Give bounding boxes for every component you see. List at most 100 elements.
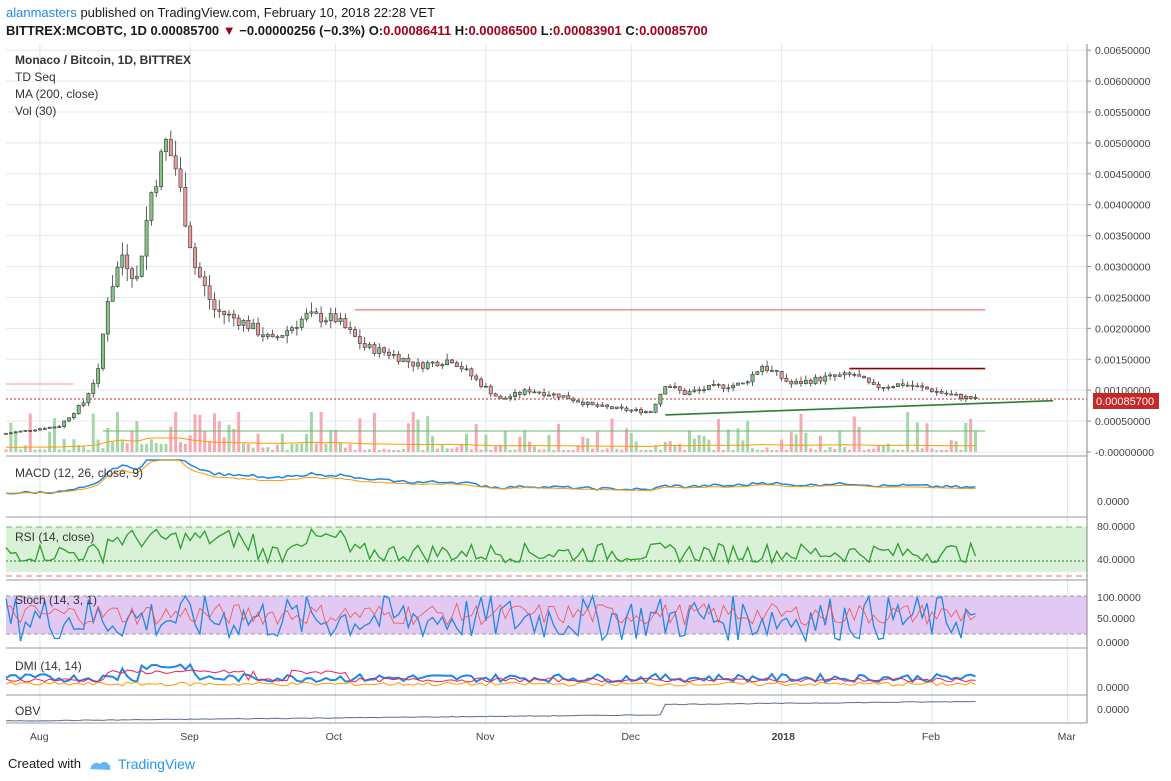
volume-bar <box>348 444 352 452</box>
candle-body <box>42 428 47 430</box>
volume-bar <box>794 434 798 452</box>
candle-body <box>120 254 125 268</box>
volume-bar <box>605 448 609 452</box>
volume-bar <box>586 438 590 452</box>
volume-bar <box>368 449 372 452</box>
candle-body <box>542 392 546 396</box>
candle-body <box>561 395 566 398</box>
volume-bar <box>954 440 958 452</box>
volume-bar <box>28 413 32 452</box>
volume-bar <box>416 419 420 452</box>
volume-bar <box>232 428 236 452</box>
candle-body <box>527 389 532 393</box>
volume-bar <box>377 449 381 452</box>
volume-bar <box>881 445 885 452</box>
candle-body <box>828 374 832 377</box>
volume-bar <box>867 449 871 452</box>
publish-line: alanmasters published on TradingView.com… <box>6 5 435 20</box>
volume-bar <box>610 418 614 452</box>
candle-body <box>207 285 212 300</box>
candle-body <box>270 333 275 338</box>
author-link[interactable]: alanmasters <box>6 5 77 20</box>
volume-bar <box>600 449 604 452</box>
candle-body <box>891 386 895 388</box>
candle-body <box>290 327 294 331</box>
volume-bar <box>208 441 212 452</box>
candle-body <box>57 426 62 428</box>
candle-body <box>629 409 634 412</box>
candle-body <box>590 401 595 406</box>
candle-body <box>580 401 585 405</box>
candle-body <box>299 318 304 328</box>
volume-bar <box>198 414 202 452</box>
volume-bar <box>925 423 929 452</box>
candle-body <box>391 354 396 356</box>
volume-bar <box>242 443 246 452</box>
volume-bar <box>82 446 86 452</box>
candle-body <box>716 384 721 386</box>
tradingview-brand-link[interactable]: TradingView <box>118 756 196 772</box>
pane-tick-label: 0.0000 <box>1097 637 1129 649</box>
candle-body <box>86 393 91 404</box>
volume-bar <box>818 435 822 452</box>
candle-body <box>484 385 488 388</box>
volume-bar <box>406 423 410 452</box>
volume-bar <box>775 449 779 452</box>
candle-body <box>76 405 81 414</box>
candle-body <box>920 385 925 388</box>
candle-body <box>38 428 42 431</box>
candle-body <box>648 411 653 413</box>
pane-tick-label: 0.0000 <box>1097 682 1129 694</box>
candle-body <box>697 389 702 392</box>
volume-bar <box>528 441 532 452</box>
y-tick-label: 0.00500000 <box>1095 138 1151 150</box>
candle-body <box>164 139 168 153</box>
candle-body <box>910 384 915 387</box>
volume-bar <box>639 449 643 452</box>
volume-bar <box>435 448 439 452</box>
pane-tick-label: 50.0000 <box>1097 613 1135 625</box>
candle-body <box>416 362 420 367</box>
candle-body <box>532 391 537 394</box>
high-value: 0.00086500 <box>468 23 538 38</box>
volume-bar <box>43 449 47 452</box>
legend-ma: MA (200, close) <box>15 87 98 101</box>
y-tick-label: 0.00650000 <box>1095 45 1151 57</box>
volume-bar <box>518 436 522 452</box>
volume-bar <box>804 432 808 452</box>
volume-bar <box>300 443 304 452</box>
volume-bar <box>896 449 900 452</box>
volume-bar <box>668 441 672 452</box>
volume-bar <box>193 414 197 452</box>
volume-bar <box>513 449 517 452</box>
candle-body <box>576 400 580 403</box>
volume-bar <box>886 443 890 452</box>
candle-body <box>101 333 105 369</box>
volume-bar <box>823 449 827 452</box>
candle-body <box>81 402 86 406</box>
candle-body <box>387 351 391 356</box>
candle-body <box>488 385 493 395</box>
y-tick-label: -0.00000000 <box>1095 447 1154 459</box>
candle-body <box>818 376 823 382</box>
last-price-badge: 0.00085700 <box>1093 393 1159 409</box>
candle-body <box>241 320 246 326</box>
volume-bar <box>784 449 788 452</box>
candle-body <box>450 359 454 364</box>
chart-area[interactable]: 0.00650000 0.00600000 0.00550000 0.00500000… <box>0 44 1171 748</box>
volume-bar <box>246 443 250 452</box>
volume-bar <box>489 449 493 452</box>
candle-body <box>643 411 648 414</box>
candle-body <box>663 386 668 395</box>
down-arrow-icon: ▼ <box>222 23 236 38</box>
candle-body <box>212 299 217 311</box>
volume-bar <box>120 439 124 452</box>
volume-bar <box>440 443 444 452</box>
volume-bar <box>14 430 18 452</box>
candle-body <box>357 336 362 344</box>
candle-body <box>517 392 522 395</box>
symbol-label: BITTREX:MCOBTC, 1D <box>6 23 147 38</box>
volume-bar <box>576 445 580 452</box>
candle-body <box>251 322 256 329</box>
candle-body <box>900 383 905 386</box>
